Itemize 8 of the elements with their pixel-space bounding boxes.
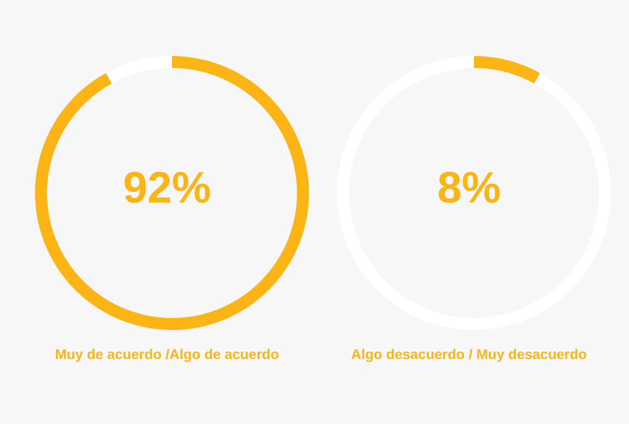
donut-slice (337, 56, 611, 330)
donut-slice (474, 56, 540, 84)
text: Algo desacuerdo / Muy desacuerdo (350, 346, 588, 362)
text: 92% (122, 164, 212, 212)
text: 8% (437, 164, 501, 212)
donut-slice (35, 56, 309, 330)
donut-slice (106, 56, 172, 84)
text: Muy de acuerdo /Algo de acuerdo (54, 346, 280, 362)
